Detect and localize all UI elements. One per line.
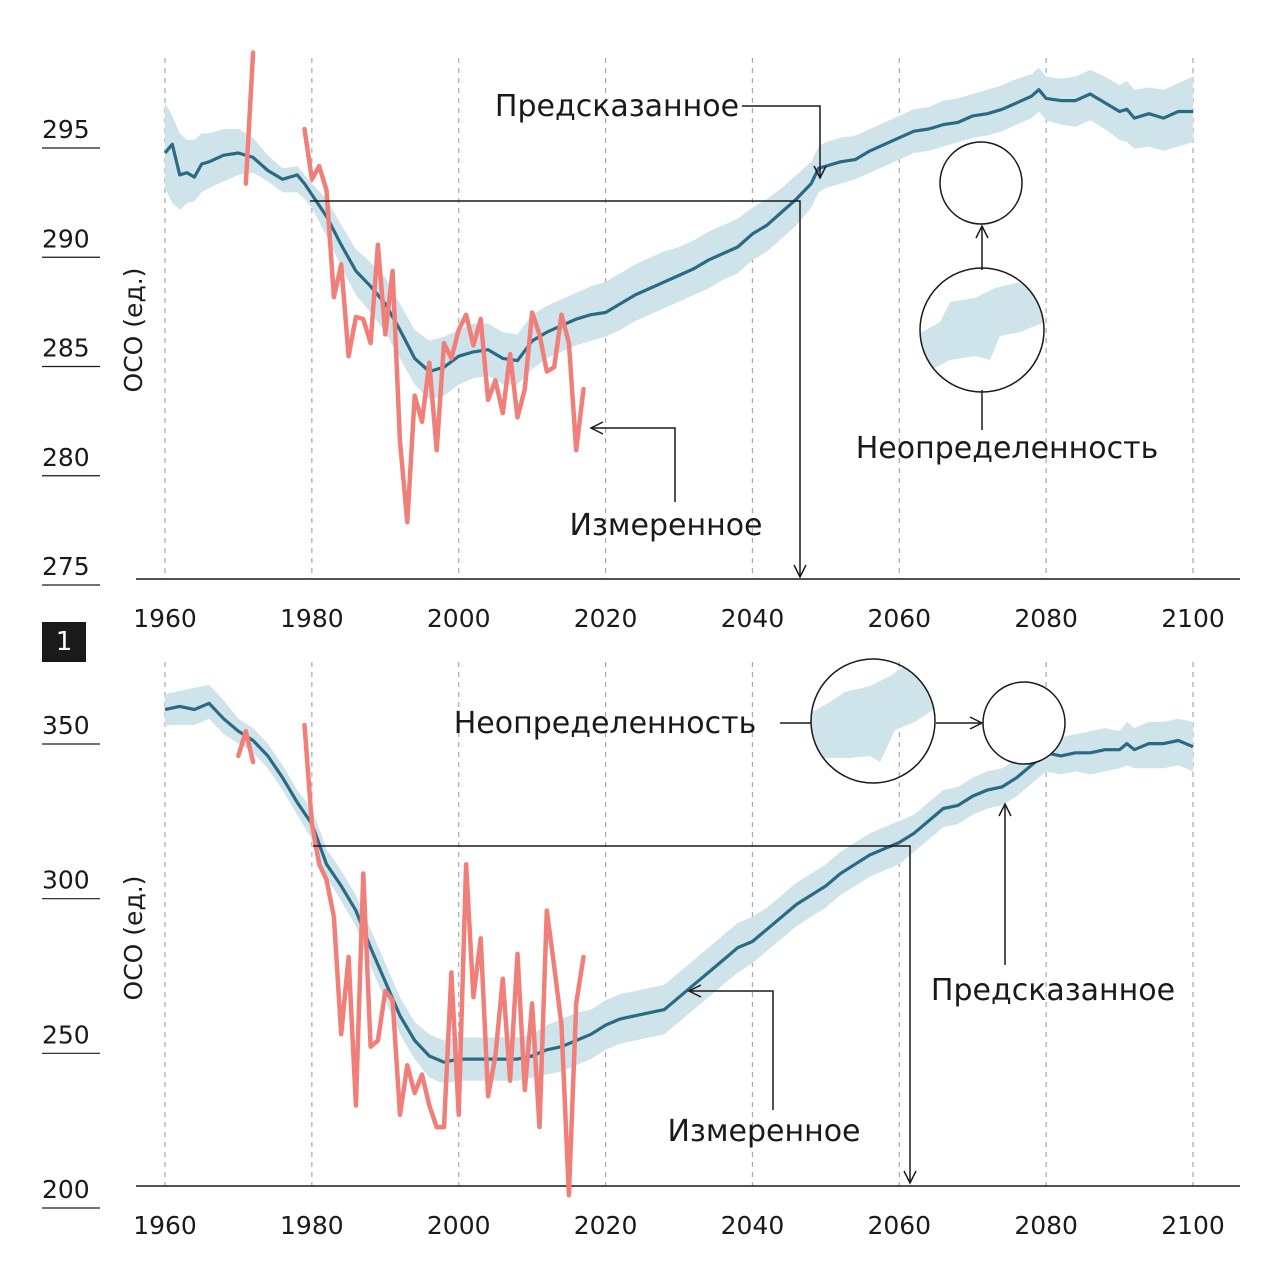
predicted-leader-top [742, 105, 821, 176]
x-tick-label: 2060 [867, 1211, 931, 1240]
y-tick-label: 285 [42, 334, 90, 363]
measured-arrowhead-top [589, 421, 604, 435]
predicted-label-top: Предсказанное [495, 89, 739, 124]
x-tick-label: 1980 [280, 604, 344, 633]
y-tick-label: 250 [42, 1020, 90, 1049]
x-tick-label: 1960 [133, 1211, 197, 1240]
y-tick-label: 350 [42, 711, 90, 740]
uncertainty-label-top: Неопределенность [856, 431, 1159, 466]
chart-panel-top: 1960 1980 2000 2020 2040 2060 2080 2100 275 280 28… [42, 50, 1240, 633]
zoomed-band-bottom [811, 659, 935, 762]
x-tick-label: 2080 [1014, 1211, 1078, 1240]
x-tick-label: 2060 [867, 604, 931, 633]
zoom-circle-large-top [919, 267, 1045, 393]
x-tick-label: 2040 [721, 1211, 785, 1240]
panel-number-text: 1 [56, 627, 73, 657]
crossing-line-bottom [313, 845, 911, 1182]
uncertainty-label-bottom: Неопределенность [454, 706, 757, 741]
measured-line [236, 728, 256, 765]
top-annotations [310, 105, 989, 579]
x-tick-label: 1980 [280, 1211, 344, 1240]
zoom-circle-small-bottom [982, 681, 1066, 765]
zoom-arrowhead-top [975, 224, 989, 239]
crossing-arrowhead-top [793, 564, 807, 579]
zoom-circle-large-bottom [810, 658, 936, 784]
measured-line [243, 50, 256, 186]
predicted-arrowhead-bottom [998, 802, 1012, 817]
x-tick-label: 2020 [574, 1211, 638, 1240]
y-tick-label: 290 [42, 224, 90, 253]
chart-panel-bottom: 1960 1980 2000 2020 2040 2060 2080 2100 200 250 30… [42, 662, 1240, 1240]
measured-leader-bottom [690, 990, 774, 1110]
x-tick-label: 2040 [721, 604, 785, 633]
crossing-arrowhead-bottom [903, 1170, 917, 1185]
uncertainty-band [165, 67, 1193, 400]
x-tick-label: 2000 [427, 1211, 491, 1240]
y-axis-label: ОСО (ед.) [119, 268, 148, 393]
x-tick-label: 2100 [1161, 604, 1225, 633]
x-tick-label: 2080 [1014, 604, 1078, 633]
x-tick-label: 2000 [427, 604, 491, 633]
y-tick-label: 200 [42, 1175, 90, 1204]
crossing-line-top [310, 200, 801, 576]
zoom-circles-bottom [810, 658, 1066, 784]
measured-arrowhead-bottom [687, 984, 702, 998]
measured-label-top: Измеренное [569, 508, 762, 543]
predicted-arrowhead-top [813, 165, 827, 180]
x-tick-label: 2100 [1161, 1211, 1225, 1240]
predicted-label-bottom: Предсказанное [931, 973, 1175, 1008]
y-tick-label: 275 [42, 552, 90, 581]
predicted-line [163, 88, 1193, 374]
measured-line [302, 722, 586, 1198]
x-tick-label: 2020 [574, 604, 638, 633]
y-tick-label: 295 [42, 115, 90, 144]
measured-leader-top [592, 427, 676, 502]
zoom-circles-top [919, 141, 1045, 393]
x-tick-label: 1960 [133, 604, 197, 633]
y-tick-label: 300 [42, 866, 90, 895]
panel-number-badge: 1 [42, 622, 86, 662]
bottom-annotations [313, 716, 1012, 1185]
zoomed-band-top [920, 270, 1044, 376]
measured-label-bottom: Измеренное [667, 1114, 860, 1149]
zoom-circle-small-top [939, 141, 1023, 225]
zoom-arrowhead-bottom [969, 716, 984, 730]
y-tick-label: 280 [42, 443, 90, 472]
measured-line [302, 126, 586, 525]
uncertainty-band [165, 684, 1193, 1084]
y-axis-label: ОСО (ед.) [119, 876, 148, 1001]
